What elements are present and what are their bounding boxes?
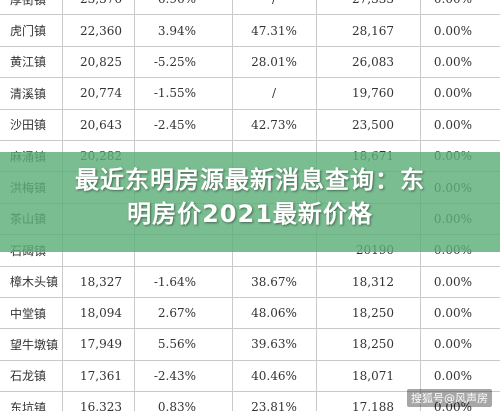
percent-cell: 0.00%	[420, 109, 500, 141]
table-row: 黄江镇 20,825 -5.25% 28.01% 26,083 0.00%	[0, 46, 500, 79]
town-name-cell: 虎门镇	[0, 14, 62, 47]
price-cell: 23,376	[62, 0, 134, 16]
headline-title: 最近东明房源最新消息查询：东 明房价2021最新价格	[0, 163, 500, 231]
table-row: 沙田镇 20,643 -2.45% 42.73% 23,500 0.00%	[0, 109, 500, 141]
town-name-cell: 沙田镇	[0, 109, 62, 141]
table-row: 樟木头镇 18,327 -1.64% 38.67% 18,312 0.00%	[0, 266, 500, 298]
town-name-cell: 黄江镇	[0, 46, 62, 79]
ratio-cell: 47.31%	[232, 14, 316, 47]
percent-cell: 0.00%	[420, 0, 500, 16]
price-cell: 17,949	[62, 328, 134, 361]
change-cell: 0.83%	[134, 391, 232, 411]
percent-cell: 0.00%	[420, 46, 500, 79]
town-name-cell: 中堂镇	[0, 297, 62, 330]
town-name-cell: 石龙镇	[0, 360, 62, 393]
ratio-cell: 42.73%	[232, 109, 316, 141]
change-cell: -1.55%	[134, 77, 232, 110]
change-cell: -2.45%	[134, 109, 232, 141]
price-cell-2: 23,500	[316, 109, 420, 141]
headline-line-2: 明房价2021最新价格	[127, 200, 373, 228]
town-name-cell: 厚街镇	[0, 0, 62, 16]
table-row: 虎门镇 22,360 3.94% 47.31% 28,167 0.00%	[0, 14, 500, 47]
headline-banner	[0, 152, 500, 252]
table-row: 石龙镇 17,361 -2.43% 40.46% 18,071 0.00%	[0, 360, 500, 393]
ratio-cell: 28.01%	[232, 46, 316, 79]
price-cell-2: 17,188	[316, 391, 420, 411]
ratio-cell: 40.46%	[232, 360, 316, 393]
price-cell-2: 26,083	[316, 46, 420, 79]
table-row: 清溪镇 20,774 -1.55%/19,760 0.00%	[0, 77, 500, 110]
ratio-cell: /	[232, 0, 316, 16]
percent-cell: 0.00%	[420, 391, 500, 411]
table-row: 东坑镇 16,323 0.83% 23.81% 17,188 0.00%	[0, 391, 500, 411]
headline-line-1: 最近东明房源最新消息查询：东	[75, 166, 425, 194]
change-cell: -1.64%	[134, 266, 232, 298]
ratio-cell: 39.63%	[232, 328, 316, 361]
percent-cell: 0.00%	[420, 360, 500, 393]
ratio-cell: 48.06%	[232, 297, 316, 330]
price-cell-2: 18,312	[316, 266, 420, 298]
change-cell: 2.67%	[134, 297, 232, 330]
price-cell-2: 18,250	[316, 297, 420, 330]
ratio-cell: /	[232, 77, 316, 110]
ratio-cell: 38.67%	[232, 266, 316, 298]
town-name-cell: 樟木头镇	[0, 266, 62, 298]
town-name-cell: 望牛墩镇	[0, 328, 62, 361]
ratio-cell: 23.81%	[232, 391, 316, 411]
town-name-cell: 东坑镇	[0, 391, 62, 411]
percent-cell: 0.00%	[420, 77, 500, 110]
percent-cell: 0.00%	[420, 266, 500, 298]
price-cell: 20,643	[62, 109, 134, 141]
watermark: 搜狐号@风声房	[407, 389, 492, 407]
price-cell: 20,825	[62, 46, 134, 79]
price-cell-2: 18,250	[316, 328, 420, 361]
change-cell: -6.96%	[134, 0, 232, 16]
percent-cell: 0.00%	[420, 14, 500, 47]
table-row: 厚街镇23,376-6.96%/27,3330.00%	[0, 0, 500, 16]
table-row: 中堂镇 18,094 2.67% 48.06% 18,250 0.00%	[0, 297, 500, 330]
table-row: 望牛墩镇 17,949 5.56% 39.63% 18,250 0.00%	[0, 328, 500, 361]
price-cell: 20,774	[62, 77, 134, 110]
change-cell: 5.56%	[134, 328, 232, 361]
price-cell: 17,361	[62, 360, 134, 393]
price-cell-2: 28,167	[316, 14, 420, 47]
percent-cell: 0.00%	[420, 297, 500, 330]
price-cell: 18,327	[62, 266, 134, 298]
change-cell: -2.43%	[134, 360, 232, 393]
town-name-cell: 清溪镇	[0, 77, 62, 110]
price-cell: 16,323	[62, 391, 134, 411]
price-cell-2: 27,333	[316, 0, 420, 16]
price-cell-2: 19,760	[316, 77, 420, 110]
percent-cell: 0.00%	[420, 328, 500, 361]
price-cell: 18,094	[62, 297, 134, 330]
change-cell: 3.94%	[134, 14, 232, 47]
price-cell-2: 18,071	[316, 360, 420, 393]
price-cell: 22,360	[62, 14, 134, 47]
change-cell: -5.25%	[134, 46, 232, 79]
